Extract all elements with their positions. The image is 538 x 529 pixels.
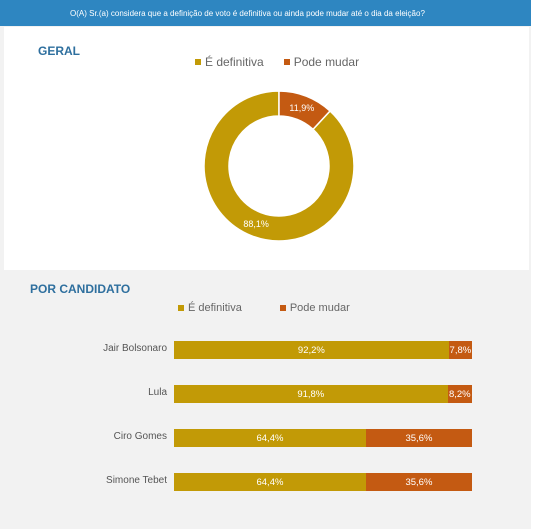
bar-category-label: Lula: [148, 387, 167, 398]
donut-slice-definitiva: [203, 90, 355, 242]
bar-segment-definitiva: 64,4%: [174, 429, 366, 447]
bar-category-label: Simone Tebet: [106, 475, 167, 486]
bar-category-label: Jair Bolsonaro: [103, 343, 167, 354]
por-candidato-panel: POR CANDIDATO É definitiva Pode mudar Ja…: [4, 272, 529, 529]
geral-panel: GERAL É definitiva Pode mudar 88,1% 11,9%: [4, 27, 529, 270]
bar-value-definitiva: 92,2%: [297, 344, 325, 356]
legend-item-definitiva: É definitiva: [195, 55, 264, 69]
bar-track: 91,8% 8,2%: [174, 385, 472, 403]
bar-segment-pode-mudar: 8,2%: [447, 385, 472, 403]
bar-row: Simone Tebet 64,4% 35,6%: [4, 473, 529, 491]
bar-value-pode-mudar: 7,8%: [449, 344, 472, 356]
legend-label-definitiva: É definitiva: [188, 302, 242, 314]
legend-label-pode-mudar: Pode mudar: [293, 55, 360, 69]
bar-segment-pode-mudar: 35,6%: [365, 473, 472, 491]
por-candidato-legend: É definitiva Pode mudar: [178, 302, 370, 314]
bar-value-definitiva: 64,4%: [256, 476, 284, 488]
bar-track: 92,2% 7,8%: [174, 341, 472, 359]
geral-donut-chart: 88,1% 11,9%: [203, 90, 355, 242]
legend-swatch-definitiva: [178, 305, 184, 311]
legend-swatch-definitiva: [195, 59, 201, 65]
bar-track: 64,4% 35,6%: [174, 429, 472, 447]
geral-title: GERAL: [38, 44, 80, 58]
bar-value-definitiva: 64,4%: [256, 432, 284, 444]
legend-swatch-pode-mudar: [279, 305, 286, 311]
bar-segment-definitiva: 64,4%: [174, 473, 366, 491]
donut-label-definitiva: 88,1%: [243, 219, 269, 229]
question-header: O(A) Sr.(a) considera que a definição de…: [0, 0, 531, 26]
bar-value-pode-mudar: 35,6%: [405, 432, 433, 444]
donut-label-pode-mudar: 11,9%: [289, 103, 314, 113]
bar-row: Lula 91,8% 8,2%: [4, 385, 529, 403]
bar-category-label: Ciro Gomes: [113, 431, 167, 442]
legend-item-pode-mudar: Pode mudar: [279, 302, 350, 314]
bar-value-pode-mudar: 8,2%: [448, 388, 471, 400]
legend-label-definitiva: É definitiva: [205, 55, 264, 69]
legend-label-pode-mudar: Pode mudar: [289, 302, 350, 314]
legend-item-definitiva: É definitiva: [178, 302, 242, 314]
bar-track: 64,4% 35,6%: [174, 473, 472, 491]
right-edge-strip: [531, 0, 538, 529]
legend-item-pode-mudar: Pode mudar: [283, 55, 360, 69]
legend-swatch-pode-mudar: [283, 59, 290, 65]
bar-segment-pode-mudar: 7,8%: [448, 341, 472, 359]
bar-segment-pode-mudar: 35,6%: [365, 429, 472, 447]
question-text: O(A) Sr.(a) considera que a definição de…: [70, 8, 425, 18]
bar-row: Jair Bolsonaro 92,2% 7,8%: [4, 341, 529, 359]
por-candidato-title: POR CANDIDATO: [30, 282, 131, 296]
bar-row: Ciro Gomes 64,4% 35,6%: [4, 429, 529, 447]
bar-value-pode-mudar: 35,6%: [405, 476, 433, 488]
donut-slice-pode-mudar: [278, 90, 332, 131]
bar-value-definitiva: 91,8%: [297, 388, 325, 400]
geral-legend: É definitiva Pode mudar: [195, 55, 379, 69]
bar-segment-definitiva: 92,2%: [174, 341, 449, 359]
bar-segment-definitiva: 91,8%: [174, 385, 448, 403]
